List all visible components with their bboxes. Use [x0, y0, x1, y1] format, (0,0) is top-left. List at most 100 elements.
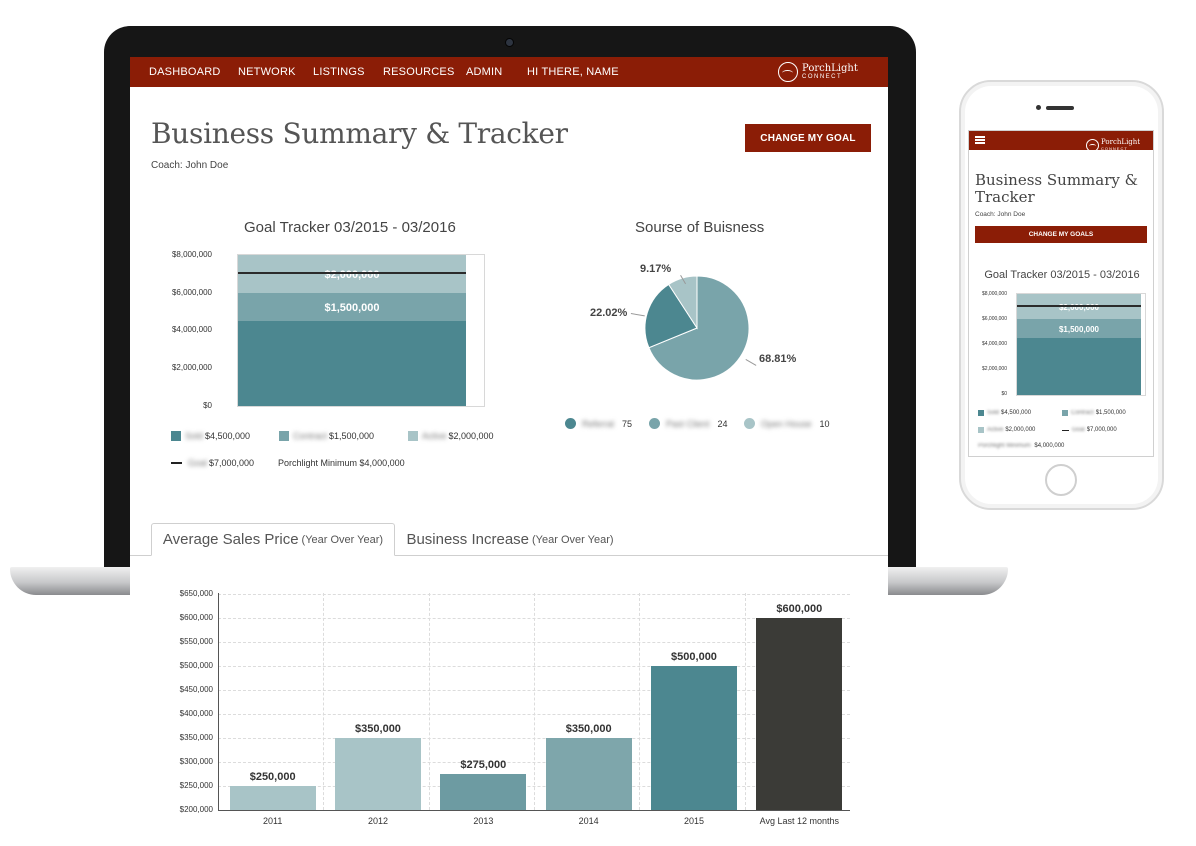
pie-label-open-house: 9.17% — [640, 263, 672, 275]
phone-speaker — [1046, 106, 1074, 110]
mobile-gt-tick: $4,000,000 — [981, 341, 1007, 347]
mobile-legend-contract: Contract $1,500,000 — [1062, 410, 1126, 416]
gt-tick: $0 — [203, 401, 212, 410]
legend-dot — [649, 418, 660, 429]
legend-dot — [744, 418, 755, 429]
x-tick-label: Avg Last 12 months — [759, 816, 840, 826]
mobile-goal-tracker-chart: $1,500,000 $2,000,000 — [1016, 293, 1146, 396]
legend-past-client: Past Client 24 — [649, 418, 728, 429]
gt-tick: $2,000,000 — [171, 363, 212, 372]
camera-icon — [505, 38, 514, 47]
y-tick-label: $500,000 — [179, 661, 213, 670]
x-tick-label: 2015 — [683, 816, 705, 826]
mobile-segment-sold — [1017, 338, 1141, 395]
legend-minimum: Porchlight Minimum $4,000,000 — [278, 458, 405, 468]
brand-name: PorchLight — [1101, 138, 1141, 146]
legend-sold: Sold $4,500,000 — [171, 431, 250, 441]
porch-icon — [778, 62, 798, 82]
bar-value-label: $250,000 — [249, 771, 296, 783]
nav-resources[interactable]: RESOURCES — [383, 66, 455, 78]
nav-network[interactable]: NETWORK — [238, 66, 296, 78]
y-axis — [218, 593, 219, 810]
pie-leader-line — [630, 313, 645, 317]
hamburger-menu-icon[interactable] — [975, 136, 985, 144]
bar-2014 — [545, 738, 632, 810]
goal-tracker-chart: $1,500,000 $2,000,000 — [237, 254, 485, 407]
mobile-gt-tick: $6,000,000 — [981, 316, 1007, 322]
y-tick-label: $550,000 — [179, 637, 213, 646]
phone-screen: PorchLight CONNECT Business Summary & Tra… — [968, 130, 1154, 457]
gridline — [323, 593, 325, 810]
bar-value-label: $350,000 — [355, 723, 401, 735]
brand-name: PorchLight — [802, 62, 858, 74]
mobile-legend-minimum: Porchlight Minimum $4,000,000 — [978, 443, 1065, 449]
tab-average-sales-price[interactable]: Average Sales Price (Year Over Year) — [151, 523, 395, 556]
nav-admin[interactable]: ADMIN — [466, 66, 503, 78]
mobile-legend-sold: Sold $4,500,000 — [978, 410, 1031, 416]
source-pie-chart — [644, 275, 750, 381]
bar-value-label: $600,000 — [776, 603, 823, 615]
x-axis — [218, 810, 850, 811]
source-title: Sourse of Buisness — [635, 219, 765, 236]
x-tick-label: 2014 — [578, 816, 599, 826]
gridline — [428, 593, 430, 810]
brand-logo[interactable]: PorchLight CONNECT — [778, 61, 858, 83]
mobile-goal-line — [1017, 305, 1141, 307]
legend-active: Active $2,000,000 — [408, 431, 494, 441]
legend-open-house: Open House 10 — [744, 418, 830, 429]
phone-home-button[interactable] — [1045, 464, 1077, 496]
tab-business-increase[interactable]: Business Increase (Year Over Year) — [406, 531, 614, 548]
y-tick-label: $650,000 — [179, 589, 213, 598]
mobile-segment-label: $1,500,000 — [1058, 324, 1100, 334]
nav-listings[interactable]: LISTINGS — [313, 66, 365, 78]
mobile-coach-name: Coach: John Doe — [975, 211, 1026, 218]
y-tick-label: $350,000 — [179, 733, 213, 742]
bar-2011 — [229, 786, 316, 810]
bar-2015 — [651, 666, 737, 810]
nav-user-greeting[interactable]: HI THERE, NAME — [527, 66, 619, 78]
pie-slice-referral — [648, 275, 750, 381]
laptop-screen: DASHBOARD NETWORK LISTINGS RESOURCES ADM… — [130, 57, 888, 562]
bar-2012 — [335, 738, 421, 810]
legend-referral: Referral 75 — [565, 418, 632, 429]
goal-tracker-title: Goal Tracker 03/2015 - 03/2016 — [244, 219, 456, 236]
brand-sub: CONNECT — [1101, 146, 1128, 151]
mobile-segment-contract — [1017, 319, 1141, 339]
mobile-segment-label: $2,000,000 — [1058, 302, 1100, 312]
gridline — [639, 593, 641, 810]
gridline — [744, 593, 746, 810]
gt-tick: $6,000,000 — [171, 288, 212, 297]
page-title: Business Summary & Tracker — [151, 117, 568, 150]
mobile-brand-logo[interactable]: PorchLight CONNECT — [1086, 134, 1140, 156]
tab-divider — [130, 555, 888, 556]
legend-dot — [565, 418, 576, 429]
mobile-segment-active — [1017, 294, 1141, 320]
mobile-nav: PorchLight CONNECT — [969, 131, 1153, 152]
gt-tick: $8,000,000 — [171, 250, 212, 259]
phone-camera-icon — [1036, 105, 1041, 110]
brand-sub: CONNECT — [802, 73, 843, 80]
segment-sold — [238, 321, 466, 406]
y-tick-label: $600,000 — [179, 613, 213, 622]
legend-goal: Goal $7,000,000 — [171, 458, 254, 468]
y-tick-label: $200,000 — [179, 805, 213, 814]
mobile-legend-active: Active $2,000,000 — [978, 427, 1035, 433]
y-tick-label: $250,000 — [179, 781, 213, 790]
y-tick-label: $300,000 — [179, 757, 213, 766]
mobile-legend-goal: Goal $7,000,000 — [1062, 427, 1117, 433]
bar-value-label: $500,000 — [671, 651, 717, 663]
pie-label-referral: 68.81% — [759, 353, 797, 365]
top-nav: DASHBOARD NETWORK LISTINGS RESOURCES ADM… — [130, 57, 888, 87]
mobile-gt-tick: $8,000,000 — [981, 291, 1007, 297]
x-tick-label: 2013 — [473, 816, 494, 826]
legend-swatch — [171, 431, 181, 441]
mobile-gt-tick: $0 — [1001, 391, 1007, 397]
x-tick-label: 2012 — [367, 816, 389, 826]
bar-2013 — [440, 774, 527, 810]
segment-contract — [238, 292, 466, 322]
y-tick-label: $400,000 — [179, 709, 213, 718]
change-goal-button[interactable]: CHANGE MY GOAL — [745, 124, 871, 152]
mobile-change-goal-button[interactable]: CHANGE MY GOALS — [975, 226, 1147, 243]
nav-dashboard[interactable]: DASHBOARD — [149, 66, 221, 78]
pie-slice-past-client — [644, 283, 698, 349]
